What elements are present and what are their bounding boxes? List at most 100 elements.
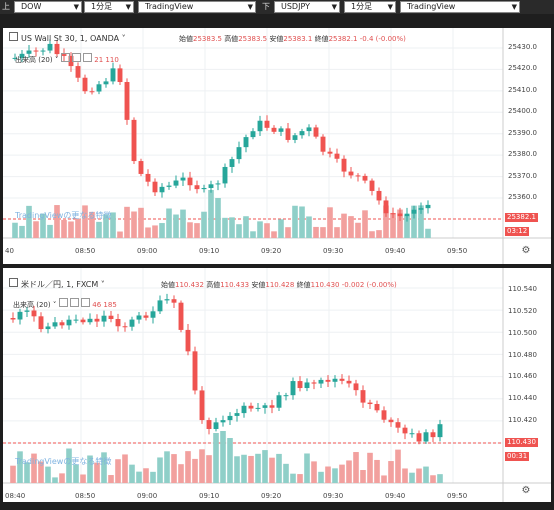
lower-source-select[interactable]: TradingView ▼: [400, 1, 520, 13]
usdjpy-volume-bar: [101, 452, 107, 483]
usdjpy-volume-bar: [409, 472, 415, 483]
dow-volume-bar: [215, 198, 221, 238]
dow-candle: [271, 127, 277, 132]
gear-icon[interactable]: ⚙: [521, 485, 531, 496]
dow-volume-bar: [250, 231, 256, 238]
usdjpy-volume-bar: [157, 457, 163, 483]
usdjpy-candle: [311, 382, 317, 384]
dow-price-tick: 25420.0: [508, 64, 537, 73]
usdjpy-candle: [360, 390, 366, 403]
usdjpy-candle: [276, 395, 282, 408]
dow-chart-canvas[interactable]: [3, 28, 551, 264]
square-icon[interactable]: [9, 278, 18, 287]
lower-interval-select[interactable]: 1分足 ▼: [344, 1, 396, 13]
dow-volume-bar: [404, 215, 410, 238]
usdjpy-volume-bar: [94, 462, 100, 483]
usdjpy-candle: [374, 404, 380, 411]
dow-volume-bar: [201, 211, 207, 238]
dow-volume-bar: [292, 205, 298, 238]
usdjpy-candle: [136, 315, 142, 320]
usdjpy-volume-bar: [325, 466, 331, 483]
dow-candle: [159, 186, 165, 193]
usdjpy-candle: [31, 310, 37, 317]
usdjpy-volume-bar: [248, 455, 254, 483]
upper-interval-select[interactable]: 1分足 ▼: [84, 1, 134, 13]
usdjpy-volume-bar: [192, 458, 198, 483]
usdjpy-ohlc: 始値110.432 高値110.433 安値110.428 終値110.430 …: [161, 281, 397, 289]
usdjpy-chart-canvas[interactable]: [3, 268, 551, 502]
usdjpy-candle: [346, 380, 352, 384]
dow-volume-bar: [138, 207, 144, 238]
usdjpy-volume-bar: [437, 474, 443, 483]
usdjpy-candle: [24, 310, 30, 312]
usdjpy-volume-bar: [45, 466, 51, 483]
upper-source-select[interactable]: TradingView ▼: [138, 1, 256, 13]
lower-symbol-select[interactable]: USDJPY ▼: [274, 1, 340, 13]
chevron-down-icon[interactable]: ˅: [121, 34, 126, 43]
close-icon[interactable]: [81, 298, 91, 307]
usdjpy-volume-bar: [423, 466, 429, 483]
close-icon[interactable]: [83, 53, 93, 62]
usdjpy-volume-bar: [388, 461, 394, 483]
upper-symbol-select[interactable]: DOW ▼: [14, 1, 82, 13]
usdjpy-candle: [283, 395, 289, 397]
usdjpy-volume-bar: [416, 468, 422, 483]
usdjpy-volume-bar: [430, 475, 436, 483]
square-icon[interactable]: [9, 32, 18, 41]
usdjpy-candle: [248, 405, 254, 409]
usdjpy-volume-bar: [255, 453, 261, 483]
usdjpy-volume-bar: [171, 454, 177, 483]
usdjpy-volume-bar: [353, 452, 359, 483]
dow-candle: [362, 175, 368, 181]
usdjpy-candle: [402, 427, 408, 434]
dow-candle: [250, 131, 256, 138]
dow-candle: [404, 213, 410, 217]
dow-volume-bar: [47, 224, 53, 238]
usdjpy-volume-legend: 出来高 (20) ˅ 46 185: [13, 298, 117, 310]
dow-volume-bar: [383, 205, 389, 238]
dow-volume-bar: [299, 206, 305, 238]
usdjpy-volume-bar: [73, 464, 79, 483]
usdjpy-candle: [129, 319, 135, 327]
eye-icon[interactable]: [60, 53, 70, 62]
usdjpy-candle: [143, 315, 149, 318]
usdjpy-candle: [416, 433, 422, 442]
dow-candle: [96, 84, 102, 92]
chevron-down-icon[interactable]: ˅: [100, 280, 105, 289]
dow-candle: [54, 43, 60, 55]
usdjpy-volume-bar: [367, 452, 373, 483]
dow-candle: [278, 128, 284, 132]
dow-volume-bar: [19, 225, 25, 238]
usdjpy-volume-bar: [332, 468, 338, 483]
dow-volume-bar: [355, 222, 361, 238]
dow-volume-bar: [278, 219, 284, 238]
dow-watermark-link[interactable]: TradingViewの更なる特徴: [15, 211, 112, 220]
dow-candle: [418, 208, 424, 210]
dow-volume-bar: [96, 221, 102, 238]
usdjpy-volume-bar: [395, 449, 401, 483]
usdjpy-watermark-link[interactable]: TradingViewの更なる特徴: [15, 457, 112, 466]
chevron-down-icon[interactable]: ˅: [54, 56, 59, 64]
usdjpy-volume-bar: [269, 457, 275, 483]
dow-chart-title: US Wall St 30, 1, OANDA ˅: [9, 32, 126, 43]
usdjpy-candle: [262, 405, 268, 408]
dow-price-tick: 25400.0: [508, 107, 537, 116]
dow-candle: [222, 166, 228, 184]
dow-time-tick: 09:30: [323, 247, 344, 255]
chevron-down-icon[interactable]: ˅: [52, 301, 57, 309]
dow-volume-bar: [257, 221, 263, 238]
usdjpy-volume-bar: [311, 461, 317, 483]
usdjpy-volume-bar: [66, 448, 72, 483]
settings-icon[interactable]: [69, 298, 79, 307]
dow-candle: [68, 55, 74, 67]
usdjpy-time-tick: 09:30: [323, 492, 344, 500]
dow-chart-panel[interactable]: US Wall St 30, 1, OANDA ˅ 始値25383.5 高値25…: [3, 28, 551, 264]
usdjpy-volume-bar: [143, 468, 149, 483]
usdjpy-chart-panel[interactable]: 米ドル／円, 1, FXCM ˅ 始値110.432 高値110.433 安値1…: [3, 268, 551, 502]
toolbar: 上 DOW ▼ 1分足 ▼ TradingView ▼ 下 USDJPY ▼ 1分足 ▼ …: [0, 0, 554, 14]
gear-icon[interactable]: ⚙: [521, 245, 531, 256]
eye-icon[interactable]: [58, 298, 68, 307]
dow-candle: [187, 177, 193, 186]
settings-icon[interactable]: [71, 53, 81, 62]
dow-volume-bar: [341, 213, 347, 238]
